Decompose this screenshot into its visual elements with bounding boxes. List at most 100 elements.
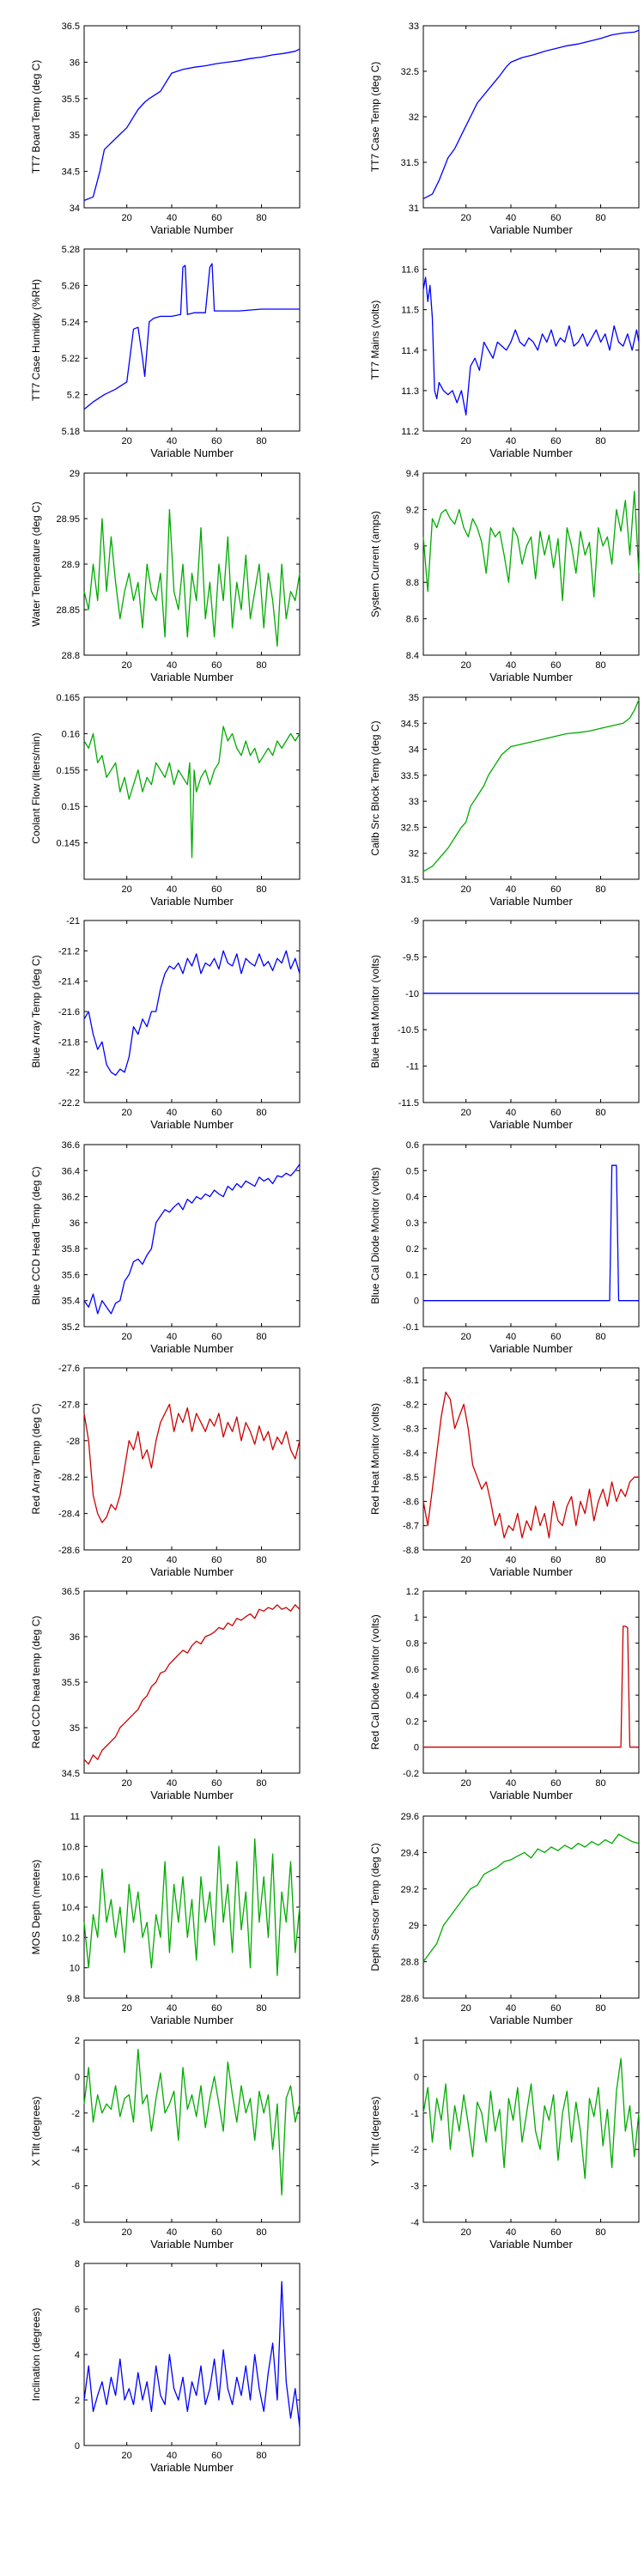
x-tick-label: 20 <box>122 2227 132 2238</box>
y-tick-label: 36.5 <box>62 21 80 32</box>
x-tick-label: 60 <box>211 2451 222 2461</box>
x-axis-label: Variable Number <box>150 447 234 459</box>
y-axis-label: Blue Heat Monitor (volts) <box>369 955 381 1068</box>
y-tick-label: 35.5 <box>62 94 80 105</box>
y-axis-label: MOS Depth (meters) <box>30 1860 42 1955</box>
x-axis-label: Variable Number <box>489 1118 573 1131</box>
y-tick-label: 34.5 <box>62 1769 80 1779</box>
y-axis-label: Red Array Temp (deg C) <box>30 1403 42 1514</box>
y-tick-label: 28.6 <box>401 1994 419 2004</box>
x-tick-label: 60 <box>211 1108 222 1118</box>
x-tick-label: 40 <box>506 1108 516 1118</box>
x-tick-label: 20 <box>461 213 471 223</box>
y-tick-label: -10 <box>405 989 419 999</box>
x-axis-label: Variable Number <box>489 671 573 683</box>
y-axis-label: Red Heat Monitor (volts) <box>369 1403 381 1515</box>
x-axis-label: Variable Number <box>150 671 234 683</box>
x-tick-label: 40 <box>167 1555 177 1565</box>
x-axis-label: Variable Number <box>489 2014 573 2026</box>
x-tick-label: 40 <box>506 1778 516 1789</box>
x-tick-label: 60 <box>550 2003 561 2014</box>
y-tick-label: 11.5 <box>401 306 419 316</box>
y-tick-label: 0.15 <box>62 802 80 812</box>
series-line <box>423 1164 639 1302</box>
x-tick-label: 60 <box>550 660 561 671</box>
y-axis-label: System Current (amps) <box>369 511 381 617</box>
y-tick-label: -8.2 <box>403 1400 419 1410</box>
y-tick-label: 9.8 <box>67 1994 80 2004</box>
y-tick-label: 0.3 <box>406 1218 419 1229</box>
y-tick-label: 35 <box>409 693 419 703</box>
x-tick-label: 80 <box>256 884 266 895</box>
y-axis-label: Water Temperature (deg C) <box>30 501 42 626</box>
y-tick-label: 32 <box>409 849 419 860</box>
y-tick-label: 0.5 <box>406 1166 419 1176</box>
y-axis-label: Inclination (degrees) <box>30 2308 42 2402</box>
y-tick-label: 28.85 <box>56 605 80 616</box>
x-axis-label: Variable Number <box>489 1789 573 1801</box>
series-line <box>83 48 301 202</box>
y-tick-label: 10.6 <box>62 1873 80 1883</box>
axes-box <box>83 1590 301 1774</box>
x-tick-label: 80 <box>595 1108 605 1118</box>
axes-box <box>83 2039 301 2223</box>
x-tick-label: 60 <box>211 884 222 895</box>
y-axis-label: TT7 Mains (volts) <box>369 301 381 380</box>
x-axis-label: Variable Number <box>150 1118 234 1131</box>
x-tick-label: 40 <box>506 436 516 447</box>
y-tick-label: 0.4 <box>406 1691 419 1701</box>
chart-20: -4 -3 -2 -1 0 1 20 40 60 80 Variable Number Y Tilt … <box>369 2036 640 2251</box>
axes-box <box>422 1815 640 1999</box>
y-tick-label: 29.2 <box>401 1885 419 1895</box>
x-axis-label: Variable Number <box>150 1789 234 1801</box>
series-line <box>83 2281 301 2427</box>
chart-8: 31.5 32 32.5 33 33.5 34 34.5 35 20 40 60 80 Variable… <box>369 693 640 908</box>
x-tick-label: 80 <box>256 1332 266 1342</box>
y-tick-label: -8.4 <box>403 1449 419 1459</box>
x-tick-label: 20 <box>122 1108 132 1118</box>
chart-7: 0.145 0.15 0.155 0.16 0.165 20 40 60 80 Variable … <box>30 693 301 908</box>
y-axis-label: Blue Cal Diode Monitor (volts) <box>369 1167 381 1303</box>
y-tick-label: -27.8 <box>58 1400 80 1410</box>
x-tick-label: 20 <box>461 660 471 671</box>
y-tick-label: -8.7 <box>403 1522 419 1532</box>
y-tick-label: 29.4 <box>401 1848 419 1858</box>
y-tick-label: -28 <box>66 1437 80 1447</box>
y-tick-label: -28.2 <box>58 1473 80 1483</box>
axes-box <box>422 920 640 1103</box>
x-tick-label: 60 <box>211 436 222 447</box>
series-line <box>83 263 300 410</box>
y-tick-label: 9 <box>414 542 419 552</box>
x-tick-label: 40 <box>167 213 177 223</box>
y-tick-label: 9.2 <box>406 505 419 515</box>
x-tick-label: 60 <box>550 2227 561 2238</box>
y-tick-label: 0.8 <box>406 1639 419 1649</box>
series-line <box>422 490 640 602</box>
series-line <box>83 2048 301 2196</box>
x-tick-label: 20 <box>461 1108 471 1118</box>
axes-box <box>83 472 301 656</box>
x-axis-label: Variable Number <box>150 2238 234 2251</box>
y-tick-label: 35 <box>70 131 80 141</box>
y-axis-label: Red Cal Diode Monitor (volts) <box>369 1614 381 1749</box>
y-tick-label: 11.3 <box>401 386 419 397</box>
y-tick-label: 6 <box>75 2305 80 2315</box>
x-tick-label: 20 <box>122 660 132 671</box>
x-tick-label: 40 <box>506 213 516 223</box>
y-tick-label: 0.165 <box>56 693 80 703</box>
chart-11: 35.2 35.4 35.6 35.8 36 36.2 36.4 36.6 20 40 60 80 Va… <box>30 1140 301 1355</box>
x-tick-label: 20 <box>122 884 132 895</box>
chart-3: 5.18 5.2 5.22 5.24 5.26 5.28 20 40 60 80 Variable … <box>30 245 301 459</box>
chart-5: 28.8 28.85 28.9 28.95 29 20 40 60 80 Variable Num… <box>30 469 301 683</box>
x-tick-label: 80 <box>256 213 266 223</box>
x-tick-label: 20 <box>461 884 471 895</box>
y-tick-label: -28.6 <box>58 1546 80 1556</box>
x-tick-label: 60 <box>550 884 561 895</box>
y-tick-label: 29 <box>70 469 80 479</box>
y-tick-label: 32.5 <box>401 823 419 833</box>
x-tick-label: 60 <box>550 1555 561 1565</box>
x-tick-label: 80 <box>256 660 266 671</box>
y-tick-label: 0 <box>414 1743 419 1753</box>
x-tick-label: 80 <box>256 1778 266 1789</box>
y-tick-label: 4 <box>75 2350 80 2360</box>
